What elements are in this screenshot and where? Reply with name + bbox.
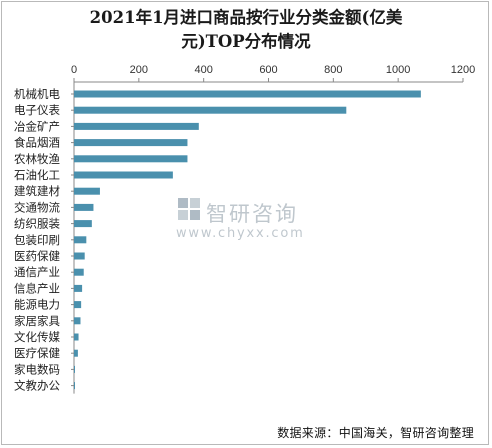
category-label: 文化传媒 [14,330,60,344]
bar [74,203,94,211]
chart-title-line-1: 2021年1月进口商品按行业分类金额(亿美 [89,8,403,27]
bar [74,90,421,98]
watermark-name: 智研咨询 [206,202,298,226]
bar [74,171,173,179]
source-note: 数据来源：中国海关，智研咨询整理 [277,426,474,440]
bar [74,139,188,147]
category-label: 纺织服装 [14,217,60,231]
watermark-logo-icon [178,198,200,220]
bar [74,155,188,163]
x-tick-label: 600 [259,64,277,76]
watermark-url: www.chyxx.com [176,226,305,241]
bar [74,252,85,260]
bar [74,365,75,373]
category-label: 机械机电 [14,87,60,101]
category-label: 信息产业 [14,281,60,295]
category-label: 通信产业 [14,265,60,279]
category-label: 农林牧渔 [14,152,60,166]
category-label: 能源电力 [14,298,60,312]
category-label: 建筑建材 [14,184,60,198]
bar [74,284,83,292]
bar [74,317,81,325]
category-label: 家电数码 [14,362,60,376]
x-tick-label: 200 [130,64,148,76]
bar [74,236,87,244]
bar [74,187,100,195]
bar [74,122,199,130]
bar [74,220,92,228]
category-label: 包装印刷 [14,233,60,247]
x-tick-label: 1200 [451,64,475,76]
category-label: 电子仪表 [14,103,60,117]
chart-title-line-2: 元)TOP分布情况 [181,32,311,51]
bar [74,268,84,276]
category-label: 交通物流 [14,200,60,214]
x-tick-label: 0 [71,64,77,76]
bar [74,382,75,390]
x-tick-label: 800 [324,64,342,76]
category-label: 石油化工 [14,168,60,182]
bar [74,333,79,341]
category-label: 医药保健 [14,249,60,263]
bar [74,106,347,114]
chart-title: 2021年1月进口商品按行业分类金额(亿美 元)TOP分布情况 [0,6,492,54]
category-label: 冶金矿产 [14,119,60,133]
bar [74,349,78,357]
category-label: 家居家具 [14,314,60,328]
category-label: 食品烟酒 [14,136,60,150]
watermark: 智研咨询 www.chyxx.com [176,196,326,252]
x-tick-label: 400 [194,64,212,76]
category-label: 医疗保健 [14,346,60,360]
x-tick-label: 1000 [386,64,410,76]
category-label: 文教办公 [14,379,60,393]
bar [74,301,82,309]
